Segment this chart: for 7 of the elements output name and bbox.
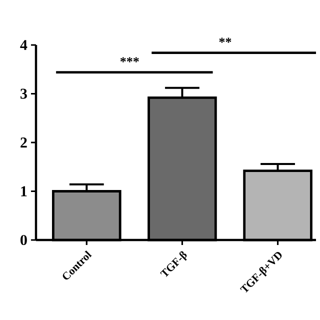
annotation: ***: [120, 57, 139, 62]
y-tick-label: 2: [20, 138, 27, 148]
text: **: [219, 38, 232, 43]
y-tick-label: 3: [20, 88, 27, 99]
y-tick-label: 0: [20, 234, 27, 246]
y-tick-label: 1: [21, 186, 27, 196]
y-tick-label: 4: [20, 40, 28, 50]
